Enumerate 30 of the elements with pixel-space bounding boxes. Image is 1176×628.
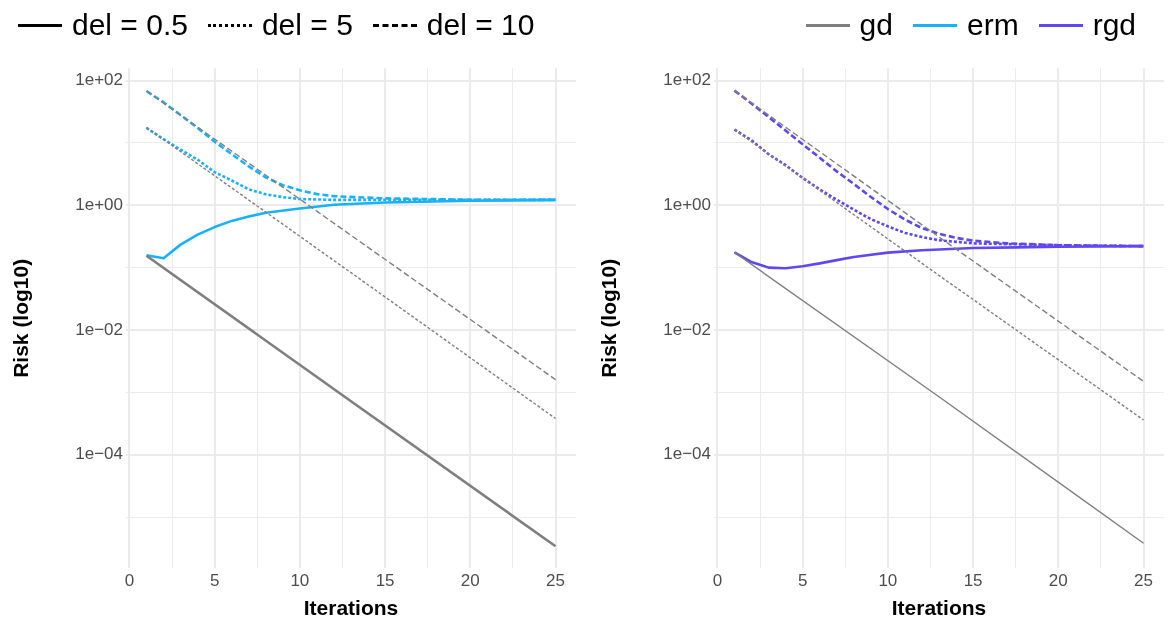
y-tick-label: 1e−04 (663, 444, 711, 464)
legend-label: del = 0.5 (72, 8, 188, 42)
x-tick-label: 25 (546, 571, 566, 591)
y-axis-title: Risk (log10) (9, 258, 33, 378)
y-tick-label: 1e+00 (663, 194, 711, 214)
x-tick-label: 0 (712, 571, 723, 591)
x-tick-label: 10 (878, 571, 898, 591)
x-axis-title: Iterations (891, 596, 987, 620)
y-axis-title: Risk (log10) (597, 258, 621, 378)
x-axis-title: Iterations (303, 596, 399, 620)
y-tick-label: 1e−02 (663, 319, 711, 339)
legend-label: erm (966, 8, 1019, 42)
x-tick-label: 5 (209, 571, 220, 591)
x-tick-label: 15 (375, 571, 395, 591)
x-tick-label: 20 (1048, 571, 1068, 591)
x-tick-label: 0 (124, 571, 135, 591)
y-tick-label: 1e+02 (663, 70, 711, 90)
y-tick-label: 1e+00 (75, 194, 123, 214)
x-tick-label: 15 (963, 571, 983, 591)
x-tick-label: 20 (460, 571, 480, 591)
legend-label: gd (859, 8, 893, 42)
legend-label: rgd (1092, 8, 1136, 42)
y-tick-label: 1e−02 (75, 319, 123, 339)
legend-label: del = 10 (426, 8, 535, 42)
x-tick-label: 5 (797, 571, 808, 591)
legend-label: del = 5 (261, 8, 353, 42)
y-tick-label: 1e+02 (75, 70, 123, 90)
x-tick-label: 25 (1134, 571, 1154, 591)
x-tick-label: 10 (290, 571, 310, 591)
y-tick-label: 1e−04 (75, 444, 123, 464)
